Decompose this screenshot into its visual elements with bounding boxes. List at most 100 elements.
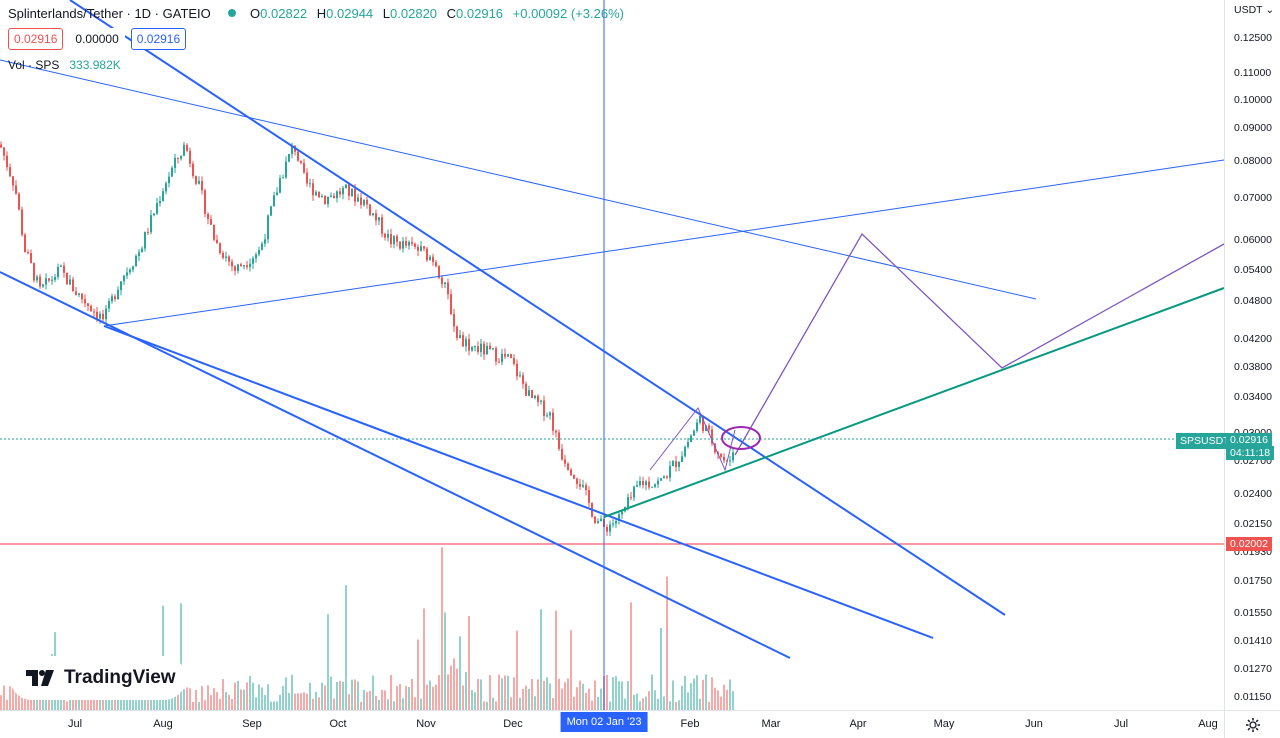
support-line[interactable] xyxy=(603,287,1225,518)
volume-bar xyxy=(402,698,404,710)
candlesticks xyxy=(0,141,734,537)
volume-bar xyxy=(720,696,722,710)
volume-bar xyxy=(537,679,539,710)
volume-bar xyxy=(597,696,599,710)
volume-bar xyxy=(459,636,461,710)
high-label: H xyxy=(316,6,327,21)
volume-bar xyxy=(183,689,185,710)
candle-body xyxy=(141,248,143,253)
volume-bar xyxy=(546,677,548,710)
candle-body xyxy=(213,224,215,240)
candle-body xyxy=(177,157,179,159)
candle-body xyxy=(300,160,302,163)
candle-body xyxy=(426,248,428,261)
tradingview-logo[interactable]: TradingView xyxy=(10,656,186,700)
volume-bar xyxy=(147,695,149,710)
candle-body xyxy=(507,354,509,357)
volume-bar xyxy=(711,677,713,710)
candle-body xyxy=(486,345,488,355)
volume-bar xyxy=(633,694,635,710)
candle-body xyxy=(261,243,263,250)
volume-bar xyxy=(561,688,563,710)
candle-body xyxy=(279,178,281,193)
candle-body xyxy=(588,490,590,503)
candle-body xyxy=(120,281,122,291)
candle-body xyxy=(369,204,371,216)
candle-body xyxy=(180,155,182,159)
trendline-lower-descending-1[interactable] xyxy=(0,271,791,659)
volume-bar xyxy=(483,701,485,710)
close-label: C xyxy=(446,6,457,21)
candle-body xyxy=(87,303,89,307)
volume-bar xyxy=(468,616,470,710)
trendline-lower-descending-2[interactable] xyxy=(103,325,934,639)
channel-drawing[interactable] xyxy=(649,407,736,472)
volume-bar xyxy=(63,695,65,710)
volume-bar xyxy=(141,698,143,710)
candle-body xyxy=(336,191,338,199)
volume-bar xyxy=(492,697,494,710)
price-tick-label: 0.06000 xyxy=(1234,234,1272,246)
candle-body xyxy=(690,435,692,442)
trendline-thin-descending[interactable] xyxy=(0,59,1037,300)
candle-body xyxy=(483,343,485,355)
price-tick-label: 0.05400 xyxy=(1234,264,1272,276)
volume-bar xyxy=(177,692,179,710)
settings-button[interactable] xyxy=(1224,710,1280,738)
candle-body xyxy=(597,521,599,523)
volume-bar xyxy=(171,698,173,710)
candle-body xyxy=(165,183,167,192)
volume-bar xyxy=(708,701,710,710)
volume-value: 333.982K xyxy=(69,58,121,72)
trendlines[interactable] xyxy=(0,0,1225,659)
volume-bar xyxy=(564,682,566,710)
time-tick-label: Jul xyxy=(1113,718,1129,730)
volume-bar xyxy=(543,680,545,710)
symbol-title[interactable]: Splinterlands/Tether · 1D · GATEIO xyxy=(8,6,211,21)
candle-body xyxy=(684,446,686,457)
change-value: +0.00092 (+3.26%) xyxy=(512,6,624,21)
trendline-thin-ascending[interactable] xyxy=(103,159,1225,327)
volume-bar xyxy=(237,680,239,710)
candle-body xyxy=(573,475,575,479)
candle-body xyxy=(51,279,53,281)
time-tick-label: May xyxy=(933,718,955,730)
sell-button[interactable]: 0.02916 xyxy=(8,28,64,50)
volume-bar xyxy=(447,674,449,710)
currency-selector[interactable]: USDT ⌄ xyxy=(1234,4,1274,16)
candle-body xyxy=(615,520,617,524)
volume-bar xyxy=(222,679,224,710)
buy-button[interactable]: 0.02916 xyxy=(130,28,187,50)
volume-bar xyxy=(225,691,227,710)
candle-body xyxy=(99,313,101,319)
candle-body xyxy=(348,184,350,196)
volume-bar xyxy=(48,691,50,710)
candle-body xyxy=(489,345,491,350)
price-tick-label: 0.04200 xyxy=(1234,333,1272,345)
price-axis[interactable] xyxy=(1224,0,1280,710)
candle-body xyxy=(333,195,335,199)
volume-bar xyxy=(456,668,458,710)
candle-body xyxy=(183,144,185,156)
candle-body xyxy=(468,339,470,351)
trendline-upper-descending[interactable] xyxy=(69,0,1006,616)
candle-body xyxy=(609,524,611,532)
candle-body xyxy=(432,256,434,263)
projection-path[interactable] xyxy=(734,232,1225,456)
volume-legend[interactable]: Vol · SPS 333.982K xyxy=(8,58,121,72)
candle-body xyxy=(564,459,566,464)
candle-body xyxy=(450,294,452,314)
candle-body xyxy=(627,497,629,508)
breakout-ellipse[interactable] xyxy=(721,426,761,450)
volume-bar xyxy=(132,694,134,710)
candle-body xyxy=(720,454,722,457)
candle-body xyxy=(474,346,476,348)
volume-bar xyxy=(519,697,521,710)
price-tick-label: 0.10000 xyxy=(1234,94,1272,106)
volume-bar xyxy=(618,681,620,710)
candle-body xyxy=(117,290,119,299)
volume-bar xyxy=(510,697,512,710)
price-tick-label: 0.03400 xyxy=(1234,391,1272,403)
candle-body xyxy=(198,181,200,184)
